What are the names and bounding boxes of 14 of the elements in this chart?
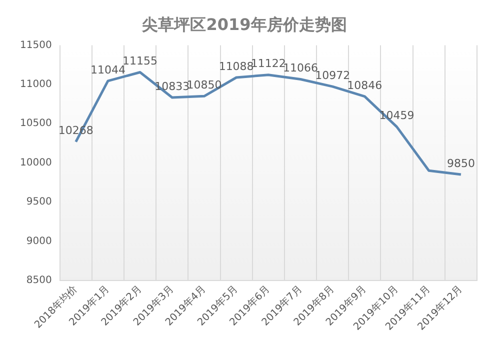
data-label: 11155 [122, 54, 158, 68]
data-label: 10846 [347, 78, 382, 92]
y-tick-label: 9500 [26, 196, 52, 208]
y-tick-label: 11000 [20, 78, 52, 90]
chart-title: 尖草坪区2019年房价走势图 [141, 14, 347, 34]
data-label: 10850 [186, 78, 222, 92]
data-label: 9850 [446, 156, 475, 170]
y-tick-label: 8500 [26, 274, 52, 286]
y-tick-label: 9000 [26, 236, 52, 247]
y-tick-label: 11500 [20, 40, 52, 51]
y-tick-label: 10000 [20, 157, 52, 168]
data-label: 11088 [218, 60, 254, 73]
y-tick-label: 10500 [20, 118, 52, 130]
data-label: 11044 [90, 63, 126, 76]
